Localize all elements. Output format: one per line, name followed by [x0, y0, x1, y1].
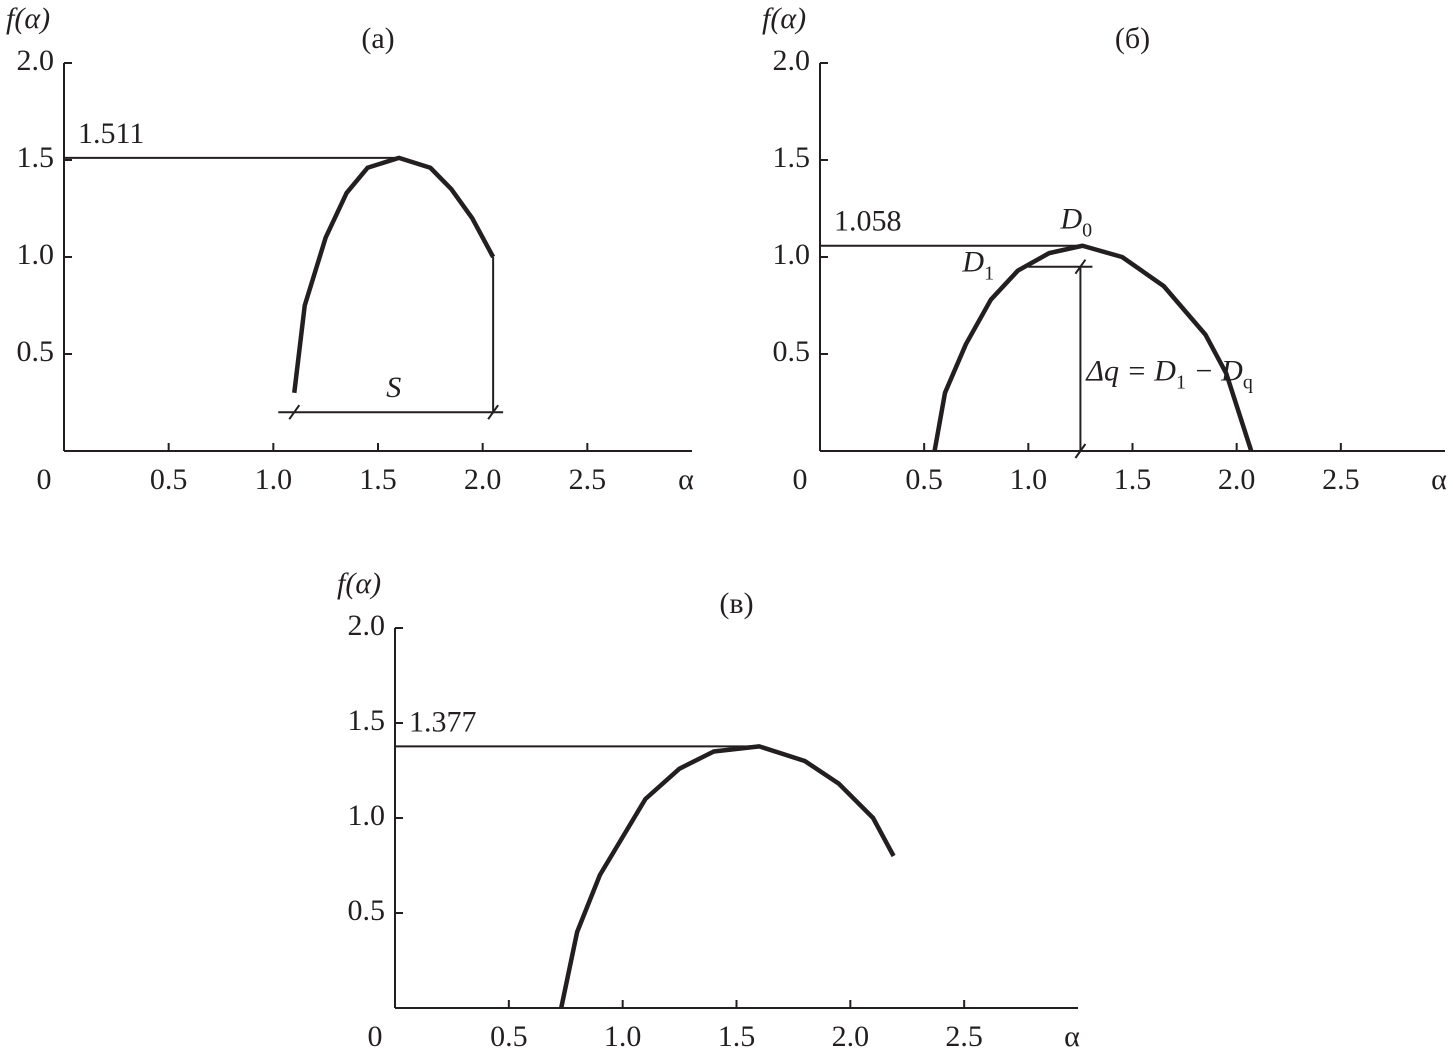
span-label: S [386, 371, 401, 404]
x-axis-label: α [678, 463, 694, 496]
label-part: q [1243, 371, 1253, 393]
y-tick-label: 1.0 [17, 238, 55, 271]
delta-label: Δq = D1 − Dq [1085, 354, 1252, 393]
y-tick-label: 1.5 [773, 141, 811, 174]
delta-tick [1074, 259, 1087, 275]
peak-label: 1.058 [834, 205, 902, 238]
x-tick-label: 2.0 [1218, 463, 1256, 496]
title: (в) [719, 587, 753, 620]
y-tick-label: 0.5 [17, 335, 55, 368]
x-tick-label: 2.5 [569, 463, 607, 496]
x-tick-label: 0.5 [905, 463, 943, 496]
label-part: D [1060, 203, 1083, 236]
curve [292, 155, 496, 394]
y-tick-label: 1.5 [17, 141, 55, 174]
d1-name: D1 [961, 246, 994, 285]
y-tick-label: 0.5 [348, 894, 386, 927]
peak-label: 1.377 [409, 705, 477, 738]
x-tick-label: 0 [368, 1020, 383, 1053]
span-tick [288, 404, 301, 420]
label-part: 1 [1176, 371, 1186, 393]
y-tick-label: 1.0 [348, 799, 386, 832]
label-part: 1 [984, 262, 994, 284]
x-tick-label: 0.5 [490, 1020, 528, 1053]
label-part: 0 [1082, 219, 1092, 241]
y-tick-label: 1.0 [773, 238, 811, 271]
curve [558, 744, 896, 1009]
y-axis-label: f(α) [6, 2, 50, 35]
x-tick-label: 2.0 [464, 463, 502, 496]
x-tick-label: 0.5 [150, 463, 188, 496]
x-tick-label: 1.0 [604, 1020, 642, 1053]
x-tick-label: 2.5 [945, 1020, 983, 1053]
x-tick-label: 1.5 [1114, 463, 1152, 496]
x-axis-label: α [1064, 1020, 1080, 1053]
y-tick-label: 0.5 [773, 335, 811, 368]
x-tick-label: 0 [793, 463, 808, 496]
label-part: − D [1186, 354, 1243, 387]
curve [932, 243, 1254, 452]
y-tick-label: 2.0 [348, 609, 386, 642]
x-tick-label: 1.5 [359, 463, 397, 496]
x-tick-label: 1.0 [255, 463, 293, 496]
y-axis-label: f(α) [762, 2, 806, 35]
x-tick-label: 2.0 [832, 1020, 870, 1053]
y-tick-label: 2.0 [17, 44, 55, 77]
x-tick-label: 1.5 [718, 1020, 756, 1053]
delta-tick [1074, 443, 1087, 459]
label-part: D [961, 246, 984, 279]
span-tick [487, 404, 499, 420]
y-tick-label: 2.0 [773, 44, 811, 77]
x-axis-label: α [1431, 463, 1447, 496]
x-tick-label: 0 [37, 463, 52, 496]
x-tick-label: 2.5 [1322, 463, 1360, 496]
peak-name: D0 [1060, 203, 1093, 242]
peak-label: 1.511 [78, 117, 144, 150]
title: (а) [361, 22, 394, 55]
y-tick-label: 1.5 [348, 704, 386, 737]
x-tick-label: 1.0 [1010, 463, 1048, 496]
title: (б) [1115, 22, 1150, 55]
label-part: Δq = D [1085, 354, 1176, 387]
y-axis-label: f(α) [337, 567, 381, 600]
